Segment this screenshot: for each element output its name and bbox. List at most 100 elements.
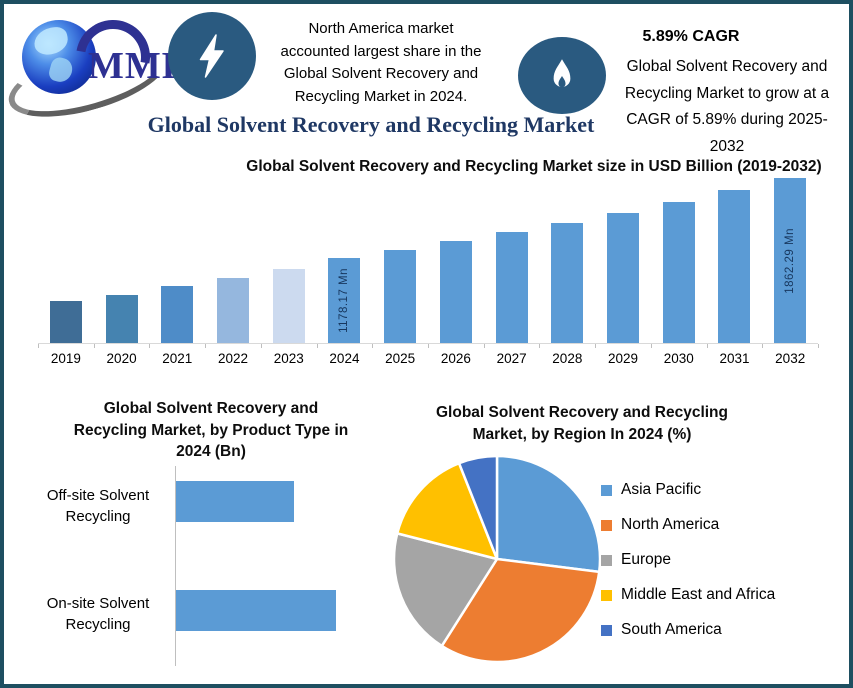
bar-column-2029: [595, 174, 651, 343]
bar-chart-x-labels: 2019 2020 2021 2022 2023 2024 2025 2026 2027 2028…: [38, 351, 818, 366]
bar-chart-title: Global Solvent Recovery and Recycling Ma…: [246, 158, 822, 175]
axis-tick: [260, 344, 262, 348]
x-axis-label-2021: 2021: [162, 351, 193, 366]
legend-label: Europe: [621, 551, 671, 568]
bar-column-2025: [372, 174, 428, 343]
x-axis-label-2023: 2023: [273, 351, 304, 366]
legend-item-europe: Europe: [601, 551, 775, 569]
bar-2023: [272, 269, 305, 343]
bar-value-label-2024: 1178.17 Mn: [338, 268, 351, 333]
bar-column-2030: [651, 174, 707, 343]
axis-tick: [706, 344, 708, 348]
x-axis-label-2028: 2028: [552, 351, 583, 366]
legend-item-middle-east-and-africa: Middle East and Africa: [601, 586, 775, 604]
bar-chart-plot: 1178.17 Mn 1862.29 Mn: [38, 174, 818, 343]
axis-tick: [428, 344, 429, 348]
cagr-text: Global Solvent Recovery and Recycling Ma…: [624, 58, 830, 155]
flame-icon: [553, 58, 571, 87]
bar-2030: [662, 202, 695, 343]
x-axis-label-2032: 2032: [775, 351, 806, 366]
hbar-label-off-site: Off-site Solvent Recycling: [46, 487, 150, 525]
bar-column-2031: [707, 174, 763, 343]
x-axis-label-2030: 2030: [663, 351, 694, 366]
legend-swatch-icon: [601, 624, 612, 636]
bar-column-2027: [484, 174, 540, 343]
bar-column-2032: 1862.29 Mn: [762, 174, 818, 343]
bar-2020: [105, 295, 138, 343]
main-title: Global Solvent Recovery and Recycling Ma…: [147, 112, 595, 137]
legend-label: North America: [621, 516, 720, 533]
pie-chart: [392, 454, 602, 664]
axis-tick: [483, 344, 485, 348]
bar-2032: 1862.29 Mn: [774, 178, 807, 343]
axis-tick: [316, 344, 318, 348]
bar-chart-x-axis: [38, 343, 819, 348]
axis-tick: [38, 344, 39, 348]
axis-tick: [818, 344, 819, 348]
bar-2028: [551, 223, 584, 343]
bar-column-2026: [428, 174, 484, 343]
x-axis-label-2027: 2027: [496, 351, 527, 366]
legend-swatch-icon: [601, 554, 612, 566]
legend-swatch-icon: [601, 589, 612, 601]
lightning-badge: [168, 12, 256, 100]
x-axis-label-2024: 2024: [329, 351, 360, 366]
hbar-label-on-site: On-site Solvent Recycling: [46, 595, 150, 633]
bar-2029: [607, 213, 640, 343]
cagr-heading: 5.89% CAGR: [642, 28, 740, 45]
x-axis-label-2022: 2022: [217, 351, 249, 366]
bar-2022: [217, 278, 250, 343]
x-axis-label-2029: 2029: [608, 351, 639, 366]
lightning-icon: [199, 34, 224, 78]
legend-item-north-america: North America: [601, 516, 775, 534]
hbar-off-site: [176, 481, 294, 522]
bar-2026: [439, 241, 472, 343]
x-axis-label-2031: 2031: [719, 351, 750, 366]
axis-tick: [595, 344, 597, 348]
axis-tick: [149, 344, 151, 348]
legend-label: Middle East and Africa: [621, 586, 776, 603]
pie-slice-south-america: [457, 454, 499, 561]
bar-2031: [718, 190, 751, 343]
pie-slice-asia-pacific: [495, 454, 602, 574]
x-axis-label-2025: 2025: [385, 351, 416, 366]
hbar-on-site: [176, 590, 336, 631]
bar-2025: [384, 250, 417, 343]
legend-item-south-america: South America: [601, 621, 775, 639]
bar-2024: 1178.17 Mn: [328, 258, 361, 343]
x-axis-label-2020: 2020: [106, 351, 137, 366]
product-chart-title: Global Solvent Recovery and Recycling Ma…: [73, 400, 349, 460]
axis-tick: [762, 344, 764, 348]
legend-swatch-icon: [601, 519, 612, 531]
bar-column-2023: [261, 174, 317, 343]
bar-column-2024: 1178.17 Mn: [317, 174, 373, 343]
globe-icon: [22, 20, 96, 94]
product-chart-axis: [175, 466, 176, 666]
flame-badge: [518, 37, 606, 114]
mmr-logo: MMR: [4, 5, 189, 132]
bar-column-2022: [205, 174, 261, 343]
bar-2021: [161, 286, 194, 343]
bar-2019: [49, 301, 82, 343]
axis-tick: [539, 344, 541, 348]
product-chart-plot: Off-site Solvent Recycling On-site Solven…: [28, 466, 388, 674]
bar-column-2028: [539, 174, 595, 343]
bar-column-2019: [38, 174, 94, 343]
legend-item-asia-pacific: Asia Pacific: [601, 481, 775, 499]
axis-tick: [372, 344, 374, 348]
headline-text: North America market accounted largest s…: [280, 20, 482, 105]
x-axis-label-2019: 2019: [50, 351, 81, 366]
legend-swatch-icon: [601, 484, 612, 496]
axis-tick: [650, 344, 652, 348]
pie-chart-title: Global Solvent Recovery and Recycling Ma…: [435, 404, 728, 443]
bar-2027: [495, 232, 528, 343]
x-axis-label-2026: 2026: [440, 351, 471, 366]
axis-tick: [205, 344, 207, 348]
legend-label: South America: [621, 621, 722, 638]
bar-column-2020: [94, 174, 150, 343]
pie-slice-middle-east-and-africa: [395, 461, 499, 561]
legend-label: Asia Pacific: [621, 481, 702, 498]
bar-column-2021: [149, 174, 205, 343]
pie-legend: Asia Pacific North America Europe Middle Ea…: [601, 481, 775, 639]
